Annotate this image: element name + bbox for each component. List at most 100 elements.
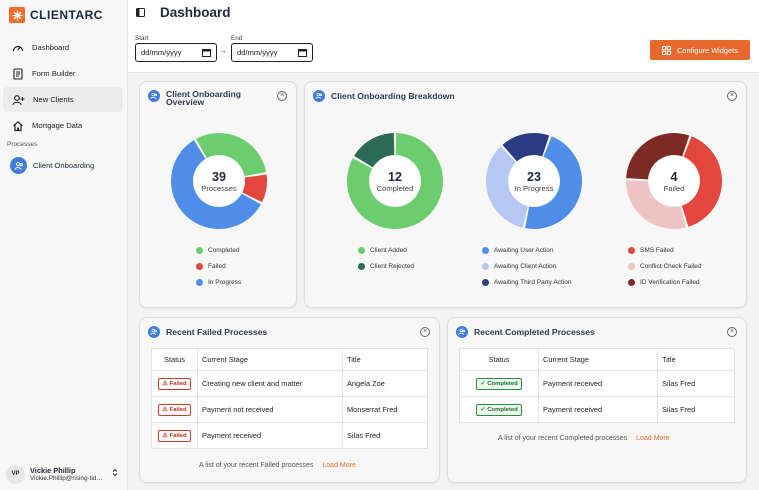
title-cell: Monserrat Fred [342, 396, 428, 423]
status-badge: ✓ Completed [476, 403, 522, 416]
table-row[interactable]: ⚠ Failed Payment not received Monserrat F… [151, 396, 428, 423]
overview-donut-chart [171, 133, 267, 229]
table-row[interactable]: ✓ Completed Payment received Silas Fred [459, 396, 735, 423]
table-row[interactable]: ✓ Completed Payment received Silas Fred [459, 370, 735, 397]
legend-label: Client Rejected [370, 262, 415, 270]
failed-donut-chart [626, 133, 722, 229]
column-header-title: Title [657, 348, 735, 371]
configure-widgets-button[interactable]: Configure Widgets [650, 40, 750, 60]
widgets-icon [662, 45, 672, 55]
legend-dot [196, 246, 203, 254]
footer-text: A list of your recent Completed processe… [498, 435, 628, 442]
title-cell: Angela Zoe [342, 370, 428, 397]
status-badge: ⚠ Failed [158, 377, 191, 390]
load-more-link[interactable]: Load More [322, 462, 356, 469]
status-badge: ✓ Completed [476, 377, 522, 390]
sidebar-item-mortgage-data[interactable]: Mortgage Data [3, 113, 123, 138]
chevron-up-down-icon[interactable] [112, 468, 118, 479]
status-text: Failed [169, 432, 187, 439]
status-text: Completed [487, 380, 518, 387]
start-date-group: Start dd/mm/yyyy [135, 35, 217, 62]
check-circle-icon: ✓ [480, 380, 486, 387]
status-text: Failed [169, 380, 187, 387]
card-header: Client Onboarding Breakdown [313, 90, 455, 102]
donut-segment-sms-failed[interactable] [681, 136, 722, 227]
donut-segment-awaiting-user-action[interactable] [525, 136, 582, 229]
legend-item: Completed [196, 242, 241, 258]
end-date-value: dd/mm/yyyy [237, 48, 278, 57]
load-more-link[interactable]: Load More [636, 435, 670, 442]
legend-item: Awaiting Third Party Action [482, 274, 571, 290]
legend-dot [358, 262, 365, 270]
donut-center-label: Processes [201, 184, 237, 193]
title-cell: Silas Fred [657, 396, 735, 423]
sidebar-item-dashboard[interactable]: Dashboard [3, 35, 123, 60]
status-badge: ⚠ Failed [158, 429, 191, 442]
column-header-title: Title [342, 348, 428, 371]
sidebar-item-form-builder[interactable]: Form Builder [3, 61, 123, 86]
donut-hole [194, 156, 244, 206]
sidebar-item-label: New Clients [33, 95, 74, 104]
donut-segment-client-added[interactable] [347, 133, 443, 229]
brand-mark-icon [9, 7, 25, 23]
donut-segment-in-progress[interactable] [171, 140, 261, 229]
close-icon[interactable]: × [277, 91, 287, 101]
sidebar-item-label: Mortgage Data [32, 121, 83, 130]
end-date-input[interactable]: dd/mm/yyyy [231, 43, 313, 62]
legend-dot [482, 278, 489, 286]
legend-item: Conflict Check Failed [628, 258, 701, 274]
legend-item: Awaiting User Action [482, 242, 571, 258]
donut-segment-awaiting-client-action[interactable] [486, 146, 528, 228]
donut-total: 4 [670, 170, 678, 184]
legend-label: Failed [208, 262, 226, 270]
donut-hole [649, 156, 699, 206]
table-row[interactable]: ⚠ Failed Creating new client and matter A… [151, 370, 428, 397]
donut-segment-conflict-check-failed[interactable] [626, 180, 687, 229]
users-icon [10, 157, 27, 174]
sidebar-toggle-icon[interactable] [136, 8, 145, 19]
donut-center-label: Completed [376, 184, 414, 193]
status-text: Completed [487, 406, 518, 413]
overview-legend: Completed Failed In Progress [196, 242, 241, 290]
legend-dot [358, 246, 365, 254]
sidebar-item-label: Form Builder [32, 69, 76, 78]
overview-card: Client Onboarding Overview × 39 Processe… [139, 81, 297, 308]
processes-section-label: Processes [7, 141, 38, 148]
dashboard-icon [12, 45, 24, 51]
sidebar-item-new-clients[interactable]: New Clients [3, 87, 123, 112]
legend-item: Awaiting Client Action [482, 258, 571, 274]
start-date-input[interactable]: dd/mm/yyyy [135, 43, 217, 62]
close-icon[interactable]: × [420, 327, 430, 337]
card-title: Recent Completed Processes [474, 327, 595, 337]
legend-item: Client Added [358, 242, 414, 258]
user-profile[interactable]: VP Vickie Phillip Vickie.Phillip@rising-… [6, 462, 122, 486]
user-email: Vickie.Phillip@rising-tide.com [30, 475, 104, 482]
donut-segment-completed[interactable] [196, 133, 267, 177]
card-footer: A list of your recent Completed processe… [498, 435, 670, 442]
configure-widgets-label: Configure Widgets [677, 45, 738, 55]
donut-segment-awaiting-third-party-action[interactable] [502, 133, 550, 162]
card-title-line1: Client Onboarding [166, 89, 241, 99]
stage-cell: Payment received [538, 396, 658, 423]
close-icon[interactable]: × [727, 91, 737, 101]
legend-item: Failed [196, 258, 241, 274]
sidebar-item-client-onboarding[interactable]: Client Onboarding [3, 153, 123, 178]
donut-segment-failed[interactable] [242, 174, 267, 203]
legend-item: In Progress [196, 274, 241, 290]
breakdown-card: Client Onboarding Breakdown × 12 Complet… [304, 81, 747, 308]
legend-label: Awaiting Client Action [494, 262, 557, 270]
legend-item: Client Rejected [358, 258, 414, 274]
brand-logo[interactable]: CLIENTARC [9, 7, 103, 23]
donut-segment-id-verification-failed[interactable] [626, 133, 690, 180]
completed-processes-table: Status Current Stage Title ✓ Completed Pa… [459, 348, 735, 423]
donut-total: 12 [388, 170, 402, 184]
donut-center: 23 In Progress [510, 171, 558, 194]
table-row[interactable]: ⚠ Failed Payment received Silas Fred [151, 422, 428, 449]
end-date-label: End [231, 35, 243, 42]
donut-segment-client-rejected[interactable] [354, 133, 395, 168]
legend-dot [628, 262, 635, 270]
column-header-stage: Current Stage [538, 348, 658, 371]
status-badge: ⚠ Failed [158, 403, 191, 416]
close-icon[interactable]: × [727, 327, 737, 337]
calendar-icon [298, 49, 307, 57]
